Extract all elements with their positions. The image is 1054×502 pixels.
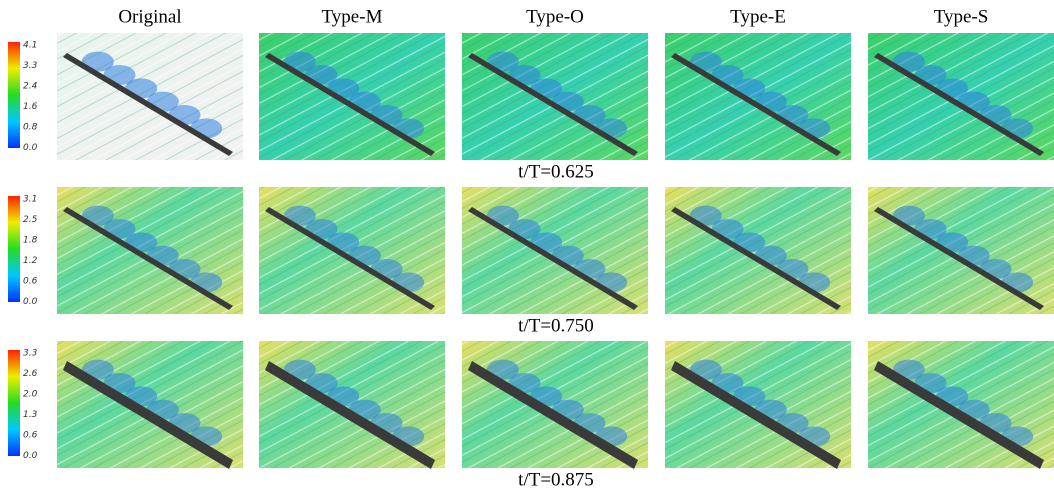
flow-panel bbox=[868, 341, 1054, 469]
column-header: Type-E bbox=[730, 6, 786, 27]
colorbar-label: 0.0 bbox=[23, 451, 38, 461]
flow-panel bbox=[57, 33, 243, 160]
flow-panel bbox=[57, 187, 243, 314]
colorbar bbox=[8, 350, 20, 456]
figure: Original Type-M Type-O Type-E Type-S t/T=0.62… bbox=[0, 0, 1054, 497]
colorbar-label: 1.2 bbox=[23, 256, 38, 266]
time-label: t/T=0.625 bbox=[518, 161, 594, 182]
flow-panel bbox=[868, 187, 1054, 314]
flow-panel bbox=[665, 33, 851, 160]
flow-panel bbox=[665, 187, 851, 314]
column-header: Type-M bbox=[322, 6, 383, 27]
flow-panel bbox=[462, 33, 648, 160]
colorbar-label: 0.0 bbox=[23, 143, 38, 153]
colorbar-label: 0.8 bbox=[23, 123, 38, 133]
colorbar-label: 2.5 bbox=[23, 215, 38, 225]
column-header: Type-S bbox=[934, 6, 989, 27]
colorbar-label: 2.4 bbox=[23, 82, 38, 92]
flow-panel bbox=[665, 341, 851, 469]
colorbar-label: 0.6 bbox=[23, 277, 38, 287]
flow-panel bbox=[259, 187, 445, 314]
time-label: t/T=0.750 bbox=[518, 315, 594, 336]
colorbar-label: 3.1 bbox=[23, 195, 37, 205]
colorbar-label: 4.1 bbox=[23, 41, 37, 51]
time-label: t/T=0.875 bbox=[518, 469, 594, 490]
colorbar-label: 3.3 bbox=[23, 349, 38, 359]
flow-panel bbox=[259, 33, 445, 160]
flow-panel bbox=[462, 341, 648, 469]
colorbar-label: 1.3 bbox=[23, 410, 38, 420]
colorbar-label: 2.0 bbox=[23, 390, 38, 400]
colorbar-label: 0.6 bbox=[23, 431, 38, 441]
colorbar-label: 0.0 bbox=[23, 297, 38, 307]
colorbar bbox=[8, 42, 20, 148]
column-header: Type-O bbox=[526, 6, 584, 27]
colorbar-label: 2.6 bbox=[23, 369, 38, 379]
flow-panel bbox=[868, 33, 1054, 160]
flow-panel bbox=[57, 341, 243, 469]
flow-panel bbox=[259, 341, 445, 469]
colorbar-label: 1.8 bbox=[23, 236, 38, 246]
column-header: Original bbox=[118, 6, 181, 27]
colorbar-label: 3.3 bbox=[23, 61, 38, 71]
colorbar bbox=[8, 196, 20, 302]
flow-panel bbox=[462, 187, 648, 314]
colorbar-label: 1.6 bbox=[23, 102, 38, 112]
